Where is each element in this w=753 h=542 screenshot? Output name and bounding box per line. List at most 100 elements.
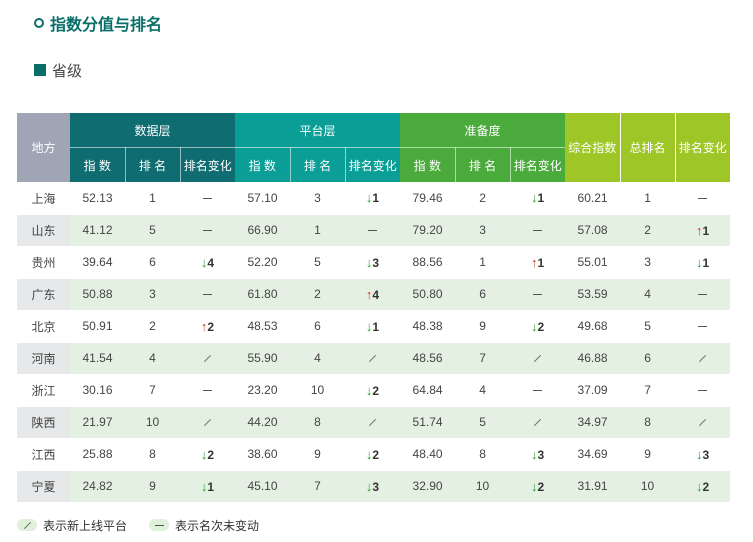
- rank-cell: 6: [455, 278, 511, 310]
- region-cell: 宁夏: [17, 470, 70, 502]
- rank-change-value: 2: [537, 319, 545, 334]
- index-cell: 48.40: [400, 438, 456, 470]
- arrow-down-icon: ↓: [530, 446, 538, 462]
- index-cell: 61.80: [235, 278, 291, 310]
- rank-change-value: 1: [372, 191, 380, 206]
- rank-change: ↑2: [201, 319, 215, 334]
- rank-change: ↓2: [531, 479, 544, 494]
- header-platform-layer: 平台层: [235, 113, 401, 148]
- rank-change-cell: ↓1: [345, 310, 401, 342]
- unchanged-icon: [698, 390, 708, 392]
- rank-change-value: 1: [372, 319, 380, 334]
- unchanged-icon: [203, 230, 212, 232]
- new-platform-icon: [203, 419, 212, 427]
- region-cell: 贵州: [17, 246, 70, 278]
- rank-cell: 10: [620, 470, 676, 502]
- region-cell: 北京: [17, 310, 70, 342]
- index-cell: 38.60: [235, 438, 291, 470]
- rank-change-cell: ↓3: [345, 470, 401, 502]
- header-readiness-change: 排名变化: [509, 147, 566, 182]
- rank-change: ↓3: [365, 254, 379, 270]
- rank-cell: 2: [290, 278, 346, 310]
- rank-change-value: 2: [207, 319, 215, 334]
- index-cell: 55.01: [565, 246, 621, 278]
- header-data-change: 排名变化: [179, 147, 236, 182]
- table-row: 广东 50.88 3 61.80 2 ↑4 50.80 6 53.59 4: [17, 278, 731, 310]
- rank-change: ↓1: [530, 190, 544, 206]
- new-platform-cell: [180, 406, 236, 438]
- rank-change-cell: ↓2: [345, 374, 401, 406]
- arrow-down-icon: ↓: [365, 254, 373, 270]
- rank-cell: 7: [620, 374, 676, 406]
- rank-change-value: 3: [372, 479, 380, 494]
- header-platform-rank: 排 名: [289, 147, 346, 182]
- table-row: 贵州 39.64 6 ↓4 52.20 5 ↓3 88.56 1 ↑1 55.01 3 ↓1: [17, 246, 731, 278]
- header-readiness: 准备度: [400, 113, 566, 148]
- new-platform-icon: [17, 519, 37, 531]
- header-readiness-index: 指 数: [400, 147, 456, 182]
- rank-cell: 4: [290, 342, 346, 374]
- rank-change: ↓4: [201, 255, 214, 270]
- index-cell: 34.97: [565, 406, 621, 438]
- unchanged-cell: [180, 182, 236, 214]
- index-cell: 88.56: [400, 246, 456, 278]
- arrow-down-icon: ↓: [695, 254, 703, 270]
- square-icon: [34, 64, 46, 76]
- region-cell: 河南: [17, 342, 70, 374]
- new-platform-cell: [510, 342, 566, 374]
- rank-change: ↓1: [695, 254, 709, 270]
- index-cell: 25.88: [70, 438, 125, 470]
- arrow-down-icon: ↓: [365, 382, 373, 398]
- rank-cell: 1: [620, 182, 676, 214]
- table-row: 河南 41.54 4 55.90 4 48.56 7 46.88 6: [17, 342, 731, 374]
- rank-change-cell: ↑4: [345, 278, 401, 310]
- index-cell: 21.97: [70, 406, 125, 438]
- table-row: 上海 52.13 1 57.10 3 ↓1 79.46 2 ↓1 60.21 1: [17, 182, 731, 214]
- arrow-down-icon: ↓: [530, 190, 538, 206]
- ranking-table: 地方 数据层 平台层 准备度 综合指数 总排名 排名变化 指 数 排 名 排名变…: [17, 113, 731, 503]
- rank-change: ↓1: [365, 318, 380, 334]
- unchanged-icon: [533, 230, 543, 232]
- index-cell: 37.09: [565, 374, 621, 406]
- arrow-up-icon: ↑: [530, 254, 538, 270]
- rank-cell: 7: [290, 470, 346, 502]
- rank-change-value: 2: [207, 447, 215, 462]
- rank-cell: 5: [125, 214, 180, 246]
- header-total-index: 综合指数: [565, 113, 621, 183]
- index-cell: 41.54: [70, 342, 125, 374]
- arrow-down-icon: ↓: [365, 318, 373, 334]
- rank-change-value: 2: [702, 479, 710, 494]
- unchanged-icon: [533, 294, 543, 296]
- new-platform-icon: [699, 419, 707, 427]
- rank-cell: 3: [620, 246, 676, 278]
- index-cell: 52.20: [235, 246, 291, 278]
- unchanged-icon: [698, 326, 708, 328]
- table-row: 陕西 21.97 10 44.20 8 51.74 5 34.97 8: [17, 406, 731, 438]
- new-platform-cell: [675, 406, 731, 438]
- rank-cell: 9: [455, 310, 511, 342]
- legend: 表示新上线平台 表示名次未变动: [17, 515, 281, 535]
- rank-change-cell: ↑2: [180, 310, 236, 342]
- new-platform-icon: [368, 355, 377, 363]
- rank-change-cell: ↓3: [675, 438, 731, 470]
- rank-cell: 9: [125, 470, 180, 502]
- index-cell: 79.20: [400, 214, 456, 246]
- index-cell: 60.21: [565, 182, 621, 214]
- region-cell: 浙江: [17, 374, 70, 406]
- header-data-rank: 排 名: [124, 147, 180, 182]
- header-readiness-rank: 排 名: [454, 147, 511, 182]
- new-platform-cell: [180, 342, 236, 374]
- index-cell: 51.74: [400, 406, 456, 438]
- arrow-down-icon: ↓: [530, 318, 538, 334]
- index-cell: 46.88: [565, 342, 621, 374]
- arrow-down-icon: ↓: [365, 478, 373, 494]
- unchanged-cell: [675, 182, 731, 214]
- rank-change-cell: ↓1: [180, 470, 236, 502]
- rank-change-cell: ↓4: [180, 246, 236, 278]
- rank-cell: 10: [455, 470, 511, 502]
- rank-cell: 5: [290, 246, 346, 278]
- index-cell: 24.82: [70, 470, 125, 502]
- rank-cell: 7: [125, 374, 180, 406]
- rank-cell: 1: [290, 214, 346, 246]
- rank-change: ↓3: [365, 478, 380, 494]
